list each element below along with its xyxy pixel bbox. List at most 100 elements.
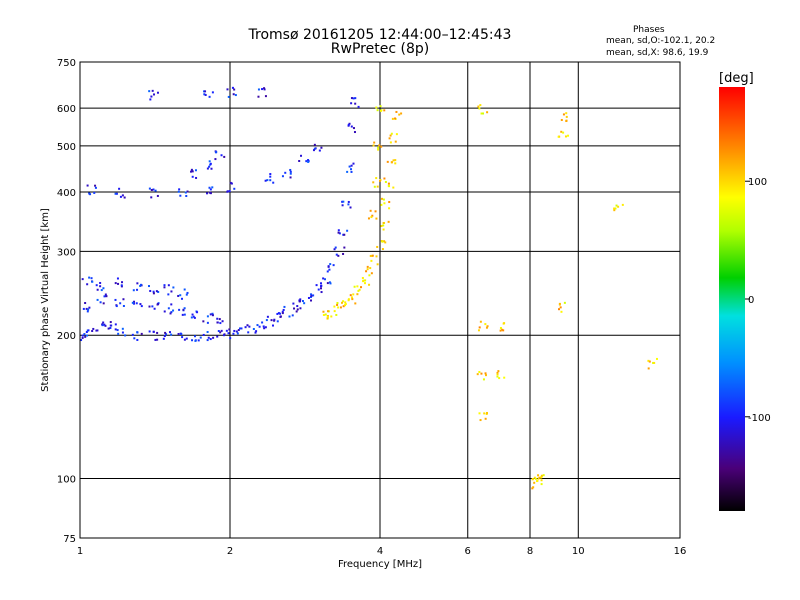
- data-point: [532, 486, 535, 489]
- data-point: [296, 305, 299, 308]
- data-point: [365, 270, 368, 273]
- data-point: [531, 478, 534, 481]
- data-point: [336, 302, 339, 305]
- data-point: [132, 289, 135, 292]
- data-point: [384, 180, 387, 183]
- data-point: [336, 303, 339, 306]
- data-point: [371, 254, 374, 257]
- data-point: [226, 190, 229, 193]
- data-point: [503, 376, 506, 379]
- data-point: [114, 328, 117, 331]
- data-point: [214, 158, 217, 161]
- data-point: [229, 337, 232, 340]
- x-tick-label: 16: [674, 546, 687, 557]
- data-point: [114, 298, 117, 301]
- data-point: [203, 93, 206, 96]
- data-point: [480, 112, 483, 115]
- data-point: [540, 483, 543, 486]
- data-point: [344, 303, 347, 306]
- data-point: [282, 308, 285, 311]
- data-point: [140, 332, 143, 335]
- data-point: [147, 285, 150, 288]
- data-point: [269, 179, 272, 182]
- x-axis-label: Frequency [MHz]: [338, 559, 422, 570]
- data-point: [225, 329, 228, 332]
- data-point: [289, 168, 292, 171]
- data-point: [230, 182, 233, 185]
- data-point: [168, 331, 171, 334]
- data-point: [228, 328, 231, 331]
- data-point: [136, 282, 139, 285]
- data-point: [185, 293, 188, 296]
- data-point: [150, 95, 153, 98]
- data-point: [169, 312, 172, 315]
- data-point: [123, 196, 126, 199]
- data-point: [191, 175, 194, 178]
- data-point: [216, 321, 219, 324]
- phase-stats-x: mean, sd,X: 98.6, 19.9: [606, 48, 709, 58]
- data-point: [372, 181, 375, 184]
- data-point: [82, 307, 85, 310]
- data-point: [312, 149, 315, 152]
- colorbar-tick-label: -100: [748, 413, 771, 424]
- data-point: [351, 298, 354, 301]
- data-point: [102, 287, 105, 290]
- data-point: [538, 476, 541, 479]
- data-point: [394, 159, 397, 162]
- data-point: [151, 305, 154, 308]
- data-point: [480, 372, 483, 375]
- data-point: [103, 295, 106, 298]
- data-point: [289, 176, 292, 179]
- data-point: [382, 221, 385, 224]
- data-point: [296, 308, 299, 311]
- data-point: [315, 284, 318, 287]
- data-point: [289, 170, 292, 173]
- data-point: [301, 300, 304, 303]
- data-point: [231, 86, 234, 89]
- data-point: [278, 312, 281, 315]
- data-point: [210, 167, 213, 170]
- data-point: [340, 301, 343, 304]
- data-point: [156, 331, 159, 334]
- data-point: [390, 132, 393, 135]
- data-point: [216, 335, 219, 338]
- data-point: [313, 143, 316, 146]
- data-point: [377, 148, 380, 151]
- data-point: [120, 285, 123, 288]
- data-point: [208, 191, 211, 194]
- data-point: [390, 161, 393, 164]
- data-point: [379, 105, 382, 108]
- y-tick-label: 500: [57, 142, 76, 153]
- data-point: [613, 207, 616, 210]
- data-point: [114, 192, 117, 195]
- data-point: [177, 294, 180, 297]
- data-point: [96, 298, 99, 301]
- data-point: [221, 320, 224, 323]
- data-point: [246, 324, 249, 327]
- data-point: [109, 321, 112, 324]
- data-point: [208, 95, 211, 98]
- data-point: [167, 293, 170, 296]
- data-point: [391, 117, 394, 120]
- data-point: [337, 254, 340, 257]
- data-point: [133, 300, 136, 303]
- data-point: [501, 328, 504, 331]
- data-point: [298, 160, 301, 163]
- data-point: [389, 141, 392, 144]
- data-point: [352, 127, 355, 130]
- data-point: [152, 330, 155, 333]
- data-point: [121, 331, 124, 334]
- data-point: [534, 477, 537, 480]
- data-point: [378, 179, 381, 182]
- data-point: [222, 334, 225, 337]
- data-point: [326, 270, 329, 273]
- data-point: [99, 301, 102, 304]
- colorbar-tick-label: 100: [748, 177, 767, 188]
- data-point: [281, 312, 284, 315]
- data-point: [326, 316, 329, 319]
- data-point: [565, 119, 568, 122]
- data-point: [88, 306, 91, 309]
- data-point: [149, 98, 152, 101]
- data-point: [333, 310, 336, 313]
- data-point: [104, 324, 107, 327]
